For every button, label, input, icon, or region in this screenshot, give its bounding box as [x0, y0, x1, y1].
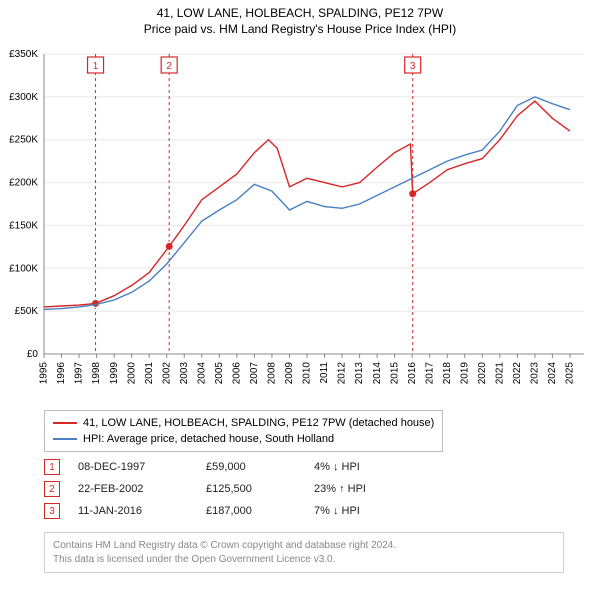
svg-text:2001: 2001: [144, 362, 155, 385]
svg-text:2022: 2022: [512, 362, 523, 385]
svg-text:1997: 1997: [74, 362, 85, 385]
legend-label: HPI: Average price, detached house, Sout…: [83, 431, 334, 447]
svg-text:2025: 2025: [565, 362, 576, 385]
svg-text:£350K: £350K: [9, 49, 38, 60]
table-row: 2 22-FEB-2002 £125,500 23% ↑ HPI: [44, 478, 564, 500]
event-badge: 1: [44, 459, 60, 475]
event-price: £125,500: [206, 483, 296, 495]
svg-text:£0: £0: [27, 349, 39, 360]
svg-text:1995: 1995: [39, 362, 50, 385]
svg-text:1998: 1998: [91, 362, 102, 385]
legend: 41, LOW LANE, HOLBEACH, SPALDING, PE12 7…: [44, 410, 443, 452]
event-price: £59,000: [206, 461, 296, 473]
svg-text:2021: 2021: [494, 362, 505, 385]
event-hpi: 7% ↓ HPI: [314, 505, 434, 517]
event-hpi: 23% ↑ HPI: [314, 483, 434, 495]
svg-text:2023: 2023: [530, 362, 541, 385]
legend-item: 41, LOW LANE, HOLBEACH, SPALDING, PE12 7…: [53, 415, 434, 431]
footer-line: Contains HM Land Registry data © Crown c…: [53, 539, 555, 553]
table-row: 1 08-DEC-1997 £59,000 4% ↓ HPI: [44, 456, 564, 478]
event-price: £187,000: [206, 505, 296, 517]
events-table: 1 08-DEC-1997 £59,000 4% ↓ HPI 2 22-FEB-…: [44, 456, 564, 522]
svg-text:2010: 2010: [302, 362, 313, 385]
table-row: 3 11-JAN-2016 £187,000 7% ↓ HPI: [44, 500, 564, 522]
svg-text:2017: 2017: [424, 362, 435, 385]
svg-text:2009: 2009: [284, 362, 295, 385]
svg-text:2007: 2007: [249, 362, 260, 385]
footer-attribution: Contains HM Land Registry data © Crown c…: [44, 532, 564, 573]
svg-text:2000: 2000: [126, 362, 137, 385]
legend-swatch: [53, 438, 77, 440]
chart-subtitle: Price paid vs. HM Land Registry's House …: [0, 22, 600, 36]
svg-text:2008: 2008: [267, 362, 278, 385]
svg-text:2002: 2002: [161, 362, 172, 385]
svg-text:£100K: £100K: [9, 263, 38, 274]
event-date: 22-FEB-2002: [78, 483, 188, 495]
svg-text:2024: 2024: [547, 362, 558, 385]
titles: 41, LOW LANE, HOLBEACH, SPALDING, PE12 7…: [0, 0, 600, 36]
svg-text:£50K: £50K: [15, 306, 39, 317]
svg-text:£250K: £250K: [9, 135, 38, 146]
legend-swatch: [53, 422, 77, 424]
svg-text:2018: 2018: [442, 362, 453, 385]
svg-text:3: 3: [410, 61, 416, 72]
svg-text:2: 2: [166, 61, 172, 72]
svg-text:2012: 2012: [337, 362, 348, 385]
footer-line: This data is licensed under the Open Gov…: [53, 553, 555, 567]
svg-text:2004: 2004: [196, 362, 207, 385]
svg-text:2006: 2006: [231, 362, 242, 385]
svg-text:£150K: £150K: [9, 220, 38, 231]
svg-text:2005: 2005: [214, 362, 225, 385]
svg-text:1999: 1999: [109, 362, 120, 385]
svg-text:1: 1: [93, 61, 99, 72]
svg-text:2014: 2014: [372, 362, 383, 385]
line-chart: £0 £50K £100K £150K £200K £250K £300K £350K 1995…: [0, 44, 600, 404]
event-hpi: 4% ↓ HPI: [314, 461, 434, 473]
event-date: 08-DEC-1997: [78, 461, 188, 473]
svg-text:2019: 2019: [459, 362, 470, 385]
chart-area: £0 £50K £100K £150K £200K £250K £300K £350K 1995…: [0, 44, 600, 404]
svg-text:£300K: £300K: [9, 92, 38, 103]
chart-title: 41, LOW LANE, HOLBEACH, SPALDING, PE12 7…: [0, 6, 600, 20]
svg-text:1996: 1996: [56, 362, 67, 385]
event-badge: 2: [44, 481, 60, 497]
svg-text:2011: 2011: [319, 362, 330, 384]
chart-container: 41, LOW LANE, HOLBEACH, SPALDING, PE12 7…: [0, 0, 600, 590]
svg-text:2015: 2015: [389, 362, 400, 385]
svg-text:2016: 2016: [407, 362, 418, 385]
svg-text:£200K: £200K: [9, 178, 38, 189]
svg-text:2003: 2003: [179, 362, 190, 385]
svg-text:2020: 2020: [477, 362, 488, 385]
event-date: 11-JAN-2016: [78, 505, 188, 517]
legend-label: 41, LOW LANE, HOLBEACH, SPALDING, PE12 7…: [83, 415, 434, 431]
legend-item: HPI: Average price, detached house, Sout…: [53, 431, 434, 447]
event-badge: 3: [44, 503, 60, 519]
svg-text:2013: 2013: [354, 362, 365, 385]
